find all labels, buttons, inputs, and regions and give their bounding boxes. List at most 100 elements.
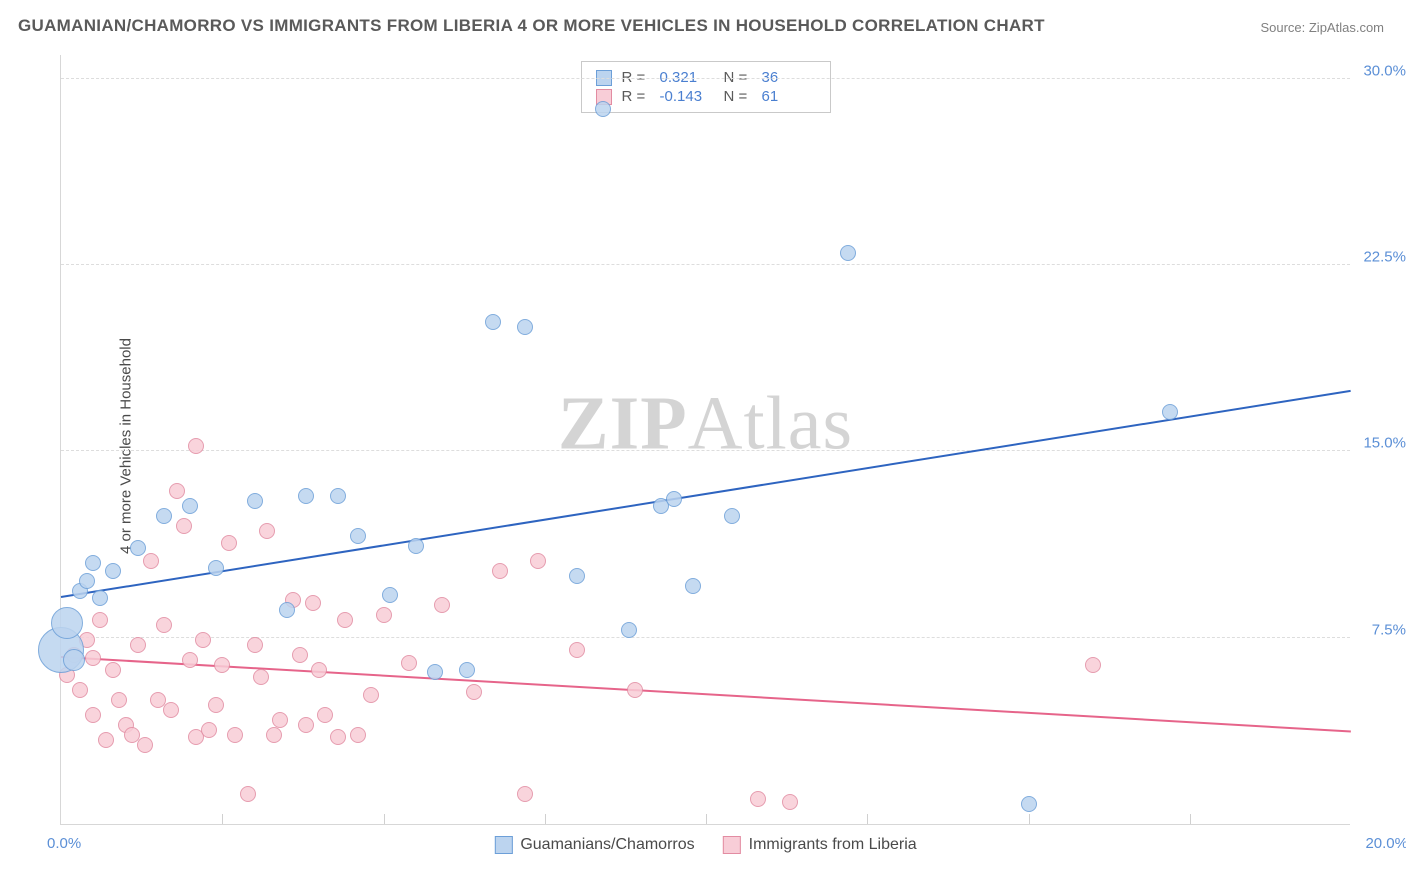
scatter-point-liberia (85, 707, 101, 723)
gridline-horizontal (61, 78, 1350, 79)
scatter-point-liberia (750, 791, 766, 807)
y-axis-tick-label: 7.5% (1372, 621, 1406, 638)
scatter-point-liberia (434, 597, 450, 613)
scatter-point-liberia (253, 669, 269, 685)
legend-swatch-pink (723, 836, 741, 854)
x-axis-tick-max: 20.0% (1365, 835, 1406, 852)
scatter-point-liberia (214, 657, 230, 673)
scatter-point-guamanian (247, 493, 263, 509)
chart-title: GUAMANIAN/CHAMORRO VS IMMIGRANTS FROM LI… (18, 16, 1045, 36)
correlation-stats-box: R = 0.321 N = 36 R = -0.143 N = 61 (581, 61, 831, 113)
x-axis-tick (706, 814, 707, 824)
scatter-point-liberia (350, 727, 366, 743)
scatter-point-liberia (305, 595, 321, 611)
chart-plot-area: ZIPAtlas R = 0.321 N = 36 R = -0.143 N =… (60, 55, 1350, 825)
scatter-point-guamanian (51, 607, 83, 639)
scatter-point-guamanian (298, 488, 314, 504)
scatter-point-liberia (111, 692, 127, 708)
scatter-point-guamanian (485, 314, 501, 330)
scatter-point-guamanian (621, 622, 637, 638)
scatter-point-guamanian (92, 590, 108, 606)
scatter-point-liberia (317, 707, 333, 723)
scatter-point-liberia (227, 727, 243, 743)
scatter-point-liberia (98, 732, 114, 748)
scatter-point-guamanian (427, 664, 443, 680)
scatter-point-liberia (337, 612, 353, 628)
scatter-point-liberia (169, 483, 185, 499)
scatter-point-guamanian (840, 245, 856, 261)
scatter-point-liberia (156, 617, 172, 633)
scatter-point-liberia (569, 642, 585, 658)
scatter-point-guamanian (666, 491, 682, 507)
x-axis-tick (384, 814, 385, 824)
x-axis-tick (1190, 814, 1191, 824)
scatter-point-liberia (530, 553, 546, 569)
scatter-point-liberia (782, 794, 798, 810)
x-axis-tick (867, 814, 868, 824)
scatter-point-liberia (130, 637, 146, 653)
scatter-point-liberia (363, 687, 379, 703)
scatter-point-liberia (376, 607, 392, 623)
scatter-point-liberia (182, 652, 198, 668)
scatter-point-guamanian (724, 508, 740, 524)
scatter-point-liberia (143, 553, 159, 569)
scatter-point-guamanian (459, 662, 475, 678)
scatter-point-liberia (188, 438, 204, 454)
scatter-point-liberia (137, 737, 153, 753)
scatter-point-guamanian (569, 568, 585, 584)
n-label: N = (724, 88, 752, 105)
scatter-point-guamanian (105, 563, 121, 579)
scatter-point-guamanian (517, 319, 533, 335)
scatter-point-liberia (208, 697, 224, 713)
source-attribution: Source: ZipAtlas.com (1260, 20, 1384, 35)
scatter-point-guamanian (350, 528, 366, 544)
scatter-point-liberia (266, 727, 282, 743)
scatter-point-liberia (72, 682, 88, 698)
r-value-series2: -0.143 (660, 88, 714, 105)
watermark: ZIPAtlas (558, 381, 853, 468)
scatter-point-liberia (92, 612, 108, 628)
legend-item-guamanian: Guamanians/Chamorros (494, 836, 694, 854)
scatter-point-guamanian (685, 578, 701, 594)
stats-row-series2: R = -0.143 N = 61 (596, 87, 816, 106)
x-axis-tick (1029, 814, 1030, 824)
legend-label-liberia: Immigrants from Liberia (749, 836, 917, 854)
scatter-point-liberia (201, 722, 217, 738)
scatter-point-liberia (176, 518, 192, 534)
trendline-liberia (61, 656, 1351, 733)
scatter-point-guamanian (156, 508, 172, 524)
scatter-point-guamanian (208, 560, 224, 576)
scatter-point-guamanian (595, 101, 611, 117)
x-axis-tick (545, 814, 546, 824)
scatter-point-liberia (195, 632, 211, 648)
scatter-point-liberia (330, 729, 346, 745)
y-axis-tick-label: 22.5% (1363, 249, 1406, 266)
y-axis-tick-label: 30.0% (1363, 62, 1406, 79)
legend-item-liberia: Immigrants from Liberia (723, 836, 917, 854)
gridline-horizontal (61, 264, 1350, 265)
scatter-point-liberia (85, 650, 101, 666)
scatter-point-liberia (1085, 657, 1101, 673)
scatter-point-guamanian (330, 488, 346, 504)
scatter-point-liberia (272, 712, 288, 728)
chart-legend: Guamanians/Chamorros Immigrants from Lib… (494, 836, 916, 854)
scatter-point-liberia (311, 662, 327, 678)
scatter-point-liberia (517, 786, 533, 802)
scatter-point-guamanian (279, 602, 295, 618)
scatter-point-liberia (247, 637, 263, 653)
x-axis-tick (222, 814, 223, 824)
scatter-point-guamanian (382, 587, 398, 603)
scatter-point-liberia (163, 702, 179, 718)
legend-label-guamanian: Guamanians/Chamorros (520, 836, 694, 854)
scatter-point-guamanian (1162, 404, 1178, 420)
x-axis-tick-min: 0.0% (47, 835, 81, 852)
scatter-point-guamanian (79, 573, 95, 589)
y-axis-tick-label: 15.0% (1363, 435, 1406, 452)
scatter-point-guamanian (408, 538, 424, 554)
n-value-series2: 61 (762, 88, 816, 105)
scatter-point-liberia (240, 786, 256, 802)
gridline-horizontal (61, 450, 1350, 451)
scatter-point-liberia (221, 535, 237, 551)
scatter-point-liberia (492, 563, 508, 579)
scatter-point-liberia (298, 717, 314, 733)
